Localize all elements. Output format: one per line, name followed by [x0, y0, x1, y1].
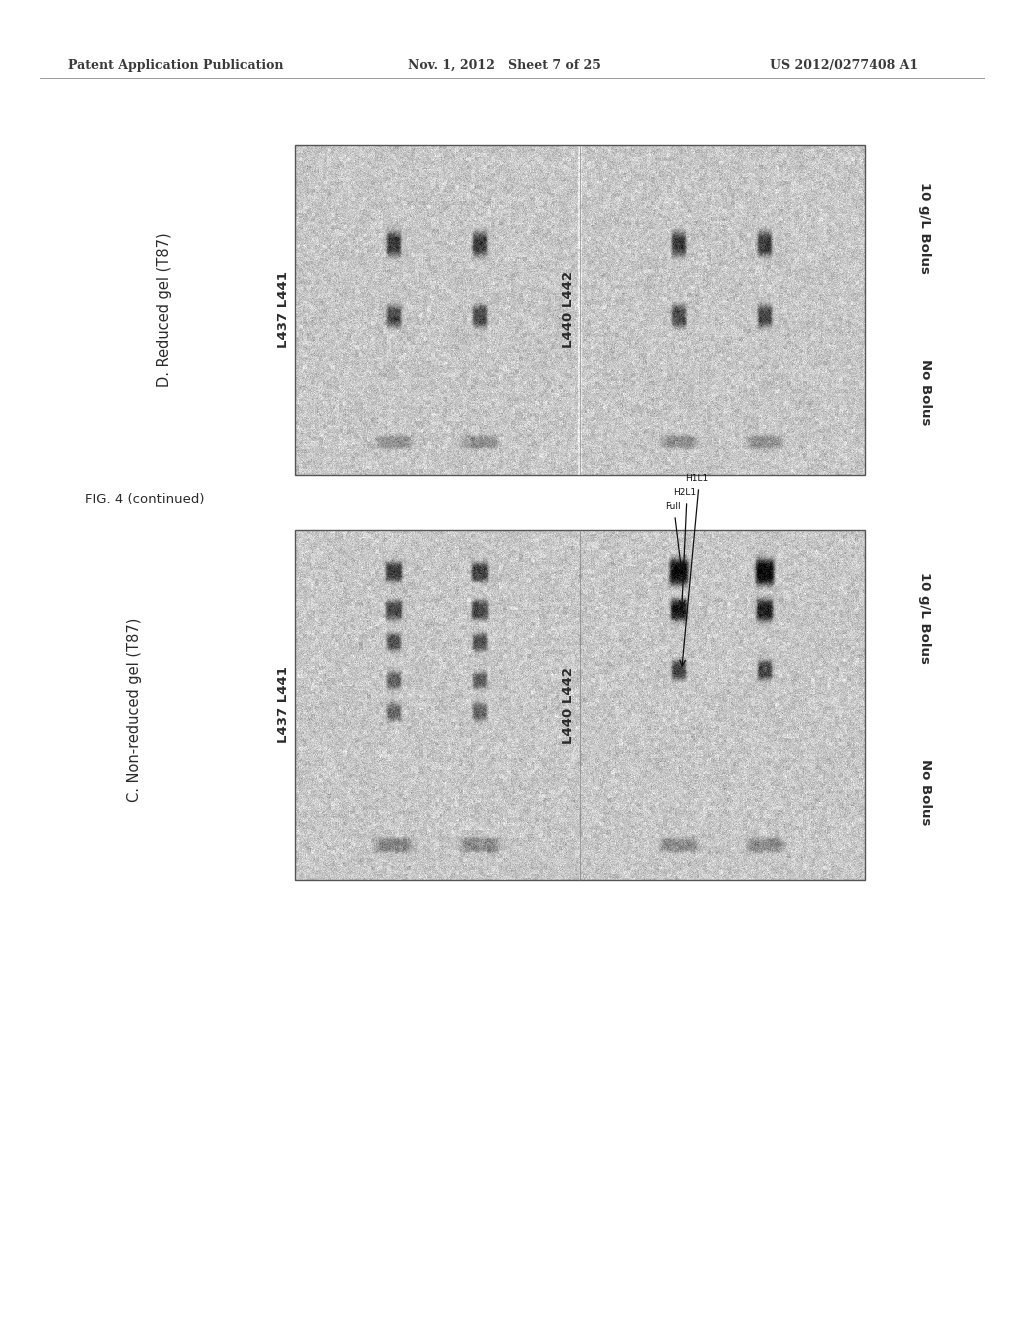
Text: 10 g/L Bolus: 10 g/L Bolus [919, 182, 932, 273]
Text: H2L1: H2L1 [673, 488, 696, 498]
Text: L440 L442: L440 L442 [562, 272, 575, 348]
Bar [295, 145, 865, 475]
Text: Patent Application Publication: Patent Application Publication [68, 58, 284, 71]
Text: C. Non-reduced gel (T87): C. Non-reduced gel (T87) [128, 618, 142, 803]
Text: H1L1: H1L1 [685, 474, 709, 483]
Text: FIG. 4 (continued): FIG. 4 (continued) [85, 494, 205, 507]
Text: D. Reduced gel (T87): D. Reduced gel (T87) [158, 232, 172, 387]
Text: No Bolus: No Bolus [919, 759, 932, 826]
Text: US 2012/0277408 A1: US 2012/0277408 A1 [770, 58, 919, 71]
Text: 10 g/L Bolus: 10 g/L Bolus [919, 572, 932, 664]
Text: L437 L441: L437 L441 [278, 272, 290, 348]
Text: Nov. 1, 2012   Sheet 7 of 25: Nov. 1, 2012 Sheet 7 of 25 [408, 58, 601, 71]
Text: Full: Full [665, 502, 681, 511]
Text: L440 L442: L440 L442 [562, 667, 575, 743]
Text: No Bolus: No Bolus [919, 359, 932, 425]
Text: L437 L441: L437 L441 [278, 667, 290, 743]
Bar [295, 531, 865, 880]
